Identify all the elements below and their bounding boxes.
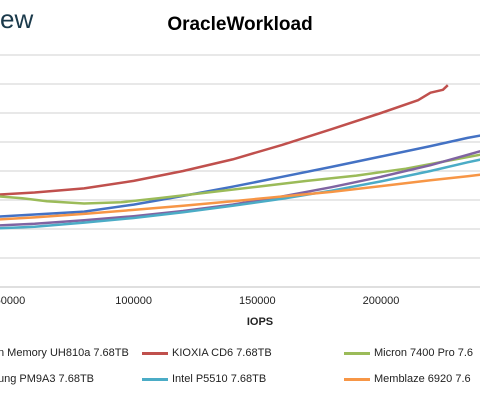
gridlines <box>0 54 480 288</box>
legend-label: KIOXIA CD6 7.68TB <box>172 347 272 360</box>
legend-swatch <box>142 351 168 355</box>
legend-item: Memblaze 6920 7.6 <box>344 373 471 389</box>
brand-logo-fragment: ew <box>0 4 34 34</box>
series-line-2 <box>0 153 480 205</box>
legend-label: Intel P5510 7.68TB <box>172 373 267 386</box>
legend-label: Memblaze 6920 7.6 <box>374 373 471 386</box>
x-tick-label: 100000 <box>115 295 152 307</box>
legend-label: n Memory UH810a 7.68TB <box>0 347 129 360</box>
series-line-1 <box>0 84 449 196</box>
legend-swatch <box>344 351 370 355</box>
x-axis-ticks: 50000 100000 150000 200000 <box>0 295 399 307</box>
series-line-5 <box>0 173 480 221</box>
legend-label: Micron 7400 Pro 7.6 <box>374 347 474 360</box>
series-line-3 <box>0 150 480 227</box>
series-line-0 <box>0 134 480 218</box>
chart-title: OracleWorkload <box>167 14 313 35</box>
legend-item: n Memory UH810a 7.68TB <box>0 347 129 363</box>
legend-item: ung PM9A3 7.68TB <box>0 373 94 389</box>
x-tick-label: 50000 <box>0 295 25 307</box>
legend-label: ung PM9A3 7.68TB <box>0 373 95 386</box>
x-tick-label: 200000 <box>363 295 400 307</box>
legend-swatch <box>344 377 370 381</box>
legend-swatch <box>142 377 168 381</box>
series-lines <box>0 84 480 230</box>
x-axis-label: IOPS <box>246 316 274 328</box>
x-tick-label: 150000 <box>239 295 276 307</box>
series-line-4 <box>0 158 480 230</box>
legend-item: Intel P5510 7.68TB <box>142 373 266 389</box>
legend-item: KIOXIA CD6 7.68TB <box>142 347 272 363</box>
legend-item: Micron 7400 Pro 7.6 <box>344 347 473 363</box>
